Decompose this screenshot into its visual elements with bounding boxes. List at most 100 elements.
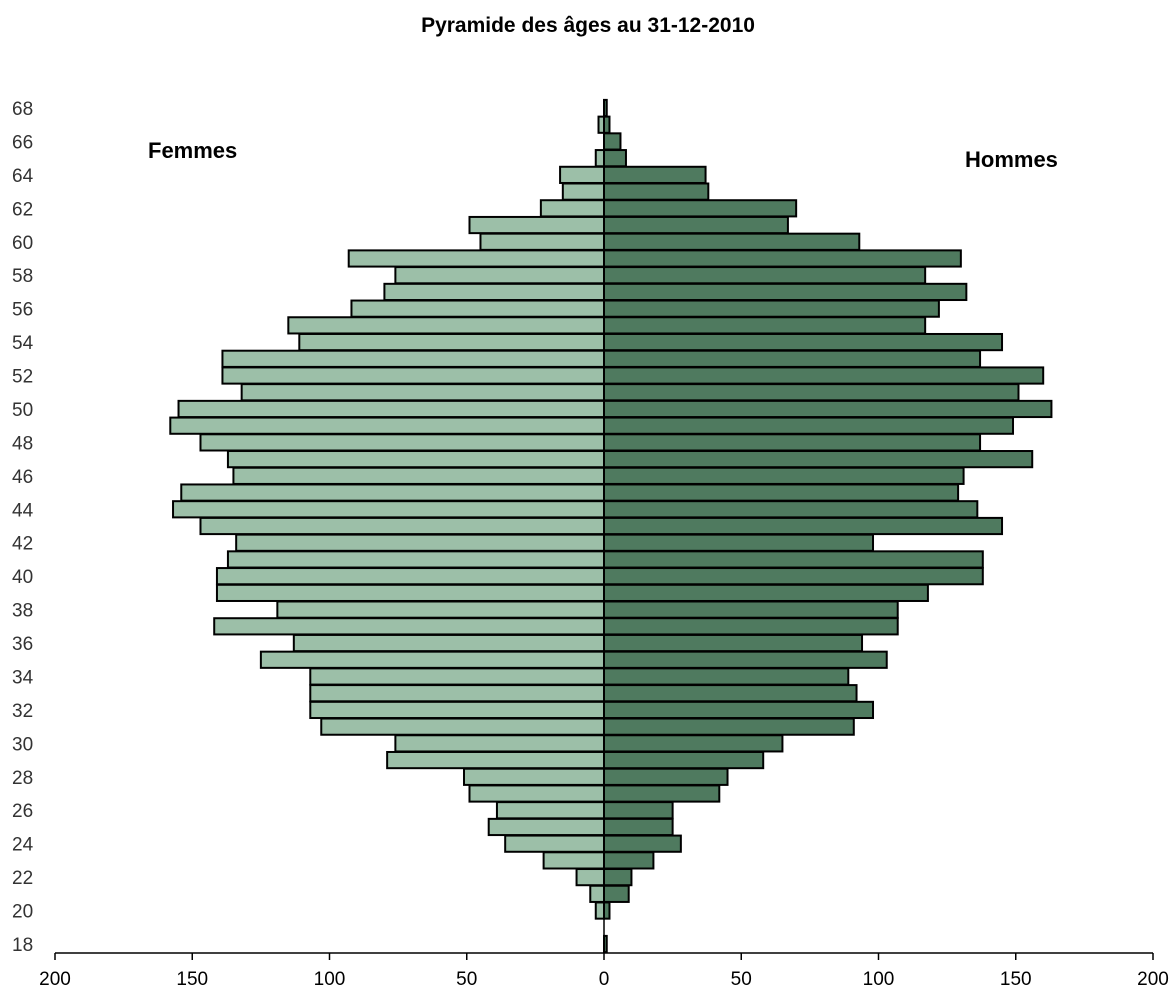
bar-hommes-age-38	[603, 600, 899, 619]
y-tick-label: 20	[12, 902, 33, 923]
y-tick-label: 32	[12, 701, 33, 722]
bar-hommes-age-41	[603, 550, 984, 569]
bar-hommes-age-64	[603, 165, 707, 184]
bar-hommes-age-34	[603, 667, 850, 686]
axes-layer	[54, 100, 1154, 960]
y-tick-label: 26	[12, 801, 33, 822]
bar-hommes-age-45	[603, 483, 960, 502]
y-tick-label: 40	[12, 567, 33, 588]
bar-femmes-age-39	[215, 583, 606, 602]
bar-hommes-age-31	[603, 717, 855, 736]
bar-femmes-age-43	[199, 516, 606, 536]
y-tick-label: 52	[12, 367, 33, 388]
bar-hommes-age-35	[603, 650, 888, 669]
bar-femmes-age-47	[226, 450, 605, 469]
bar-femmes-age-34	[309, 667, 605, 686]
bar-hommes-age-56	[603, 299, 940, 318]
bar-hommes-age-59	[603, 249, 962, 268]
bar-femmes-age-31	[320, 717, 605, 736]
bar-hommes-age-52	[603, 366, 1045, 385]
bar-femmes-age-20	[594, 901, 606, 920]
y-tick-label: 56	[12, 300, 33, 321]
bar-femmes-age-37	[213, 617, 606, 636]
bar-femmes-age-55	[287, 316, 605, 335]
bar-femmes-age-56	[350, 299, 605, 318]
bar-hommes-age-66	[603, 132, 622, 151]
bar-hommes-age-39	[603, 583, 929, 602]
bar-femmes-age-30	[394, 734, 605, 753]
bar-hommes-age-60	[603, 232, 861, 251]
bar-femmes-age-33	[309, 684, 605, 703]
bar-femmes-age-29	[386, 750, 605, 770]
bar-femmes-age-50	[177, 399, 605, 419]
bar-femmes-age-36	[292, 633, 605, 653]
bar-hommes-age-54	[603, 332, 1004, 352]
y-tick-label: 18	[12, 935, 33, 956]
label-femmes: Femmes	[148, 138, 237, 163]
bar-femmes-age-62	[539, 199, 605, 218]
bar-hommes-age-22	[603, 868, 633, 887]
y-tick-label: 54	[12, 333, 34, 354]
y-tick-label: 60	[12, 233, 33, 254]
y-tick-label: 46	[12, 467, 33, 488]
y-tick-label: 36	[12, 634, 33, 655]
chart-title: Pyramide des âges au 31-12-2010	[421, 14, 755, 37]
bar-hommes-age-51	[603, 383, 1020, 402]
bar-femmes-age-24	[504, 834, 605, 853]
bar-hommes-age-44	[603, 500, 979, 519]
labels-layer: 200 150 100 50 0 50 100 150 200 18 20 22 24 26 28 30 32 3…	[12, 99, 1169, 990]
y-tick-label: 30	[12, 734, 33, 755]
bar-femmes-age-60	[479, 232, 606, 251]
bar-femmes-age-25	[487, 817, 605, 837]
bar-femmes-age-52	[221, 366, 605, 385]
bar-femmes-age-38	[276, 600, 605, 619]
bar-hommes-age-63	[603, 182, 710, 201]
y-tick-label: 44	[12, 500, 34, 521]
bar-femmes-age-63	[561, 182, 606, 201]
x-tick-label: 200	[1137, 969, 1169, 990]
bar-femmes-age-40	[215, 567, 606, 586]
bar-femmes-age-22	[575, 868, 605, 887]
bar-hommes-age-61	[603, 215, 789, 235]
y-tick-label: 38	[12, 601, 33, 622]
bar-femmes-age-27	[468, 784, 605, 803]
bar-femmes-age-28	[463, 767, 605, 786]
x-tick-label: 200	[39, 969, 71, 990]
bar-hommes-age-25	[603, 817, 674, 837]
bar-femmes-age-59	[347, 249, 605, 268]
y-tick-label: 62	[12, 199, 33, 220]
y-tick-label: 42	[12, 534, 33, 555]
bar-hommes-age-20	[603, 901, 611, 920]
bar-hommes-age-48	[603, 433, 982, 452]
x-tick-label: 0	[599, 969, 610, 990]
y-tick-label: 28	[12, 768, 33, 789]
bar-femmes-age-54	[298, 332, 605, 352]
bar-hommes-age-27	[603, 784, 721, 803]
y-tick-label: 22	[12, 868, 33, 889]
bar-femmes-age-42	[235, 533, 605, 552]
label-hommes: Hommes	[965, 147, 1058, 172]
bar-femmes-age-26	[495, 801, 606, 820]
bar-hommes-age-55	[603, 316, 927, 335]
bar-hommes-age-53	[603, 349, 982, 368]
bar-hommes-age-57	[603, 282, 968, 302]
x-tick-label: 150	[1000, 969, 1032, 990]
bar-hommes-age-30	[603, 734, 784, 753]
bar-hommes-age-47	[603, 450, 1034, 469]
bar-hommes-age-21	[603, 884, 630, 903]
bar-hommes-age-62	[603, 199, 798, 218]
y-tick-label: 50	[12, 400, 33, 421]
bar-femmes-age-65	[594, 149, 606, 168]
bar-hommes-age-29	[603, 750, 765, 770]
y-tick-label: 34	[12, 667, 34, 688]
bar-femmes-age-45	[180, 483, 606, 502]
x-tick-label: 100	[314, 969, 346, 990]
bar-hommes-age-50	[603, 399, 1053, 419]
bar-femmes-age-23	[542, 851, 605, 870]
bar-hommes-age-65	[603, 149, 627, 168]
x-tick-label: 100	[863, 969, 895, 990]
bar-femmes-age-61	[468, 215, 605, 235]
bar-hommes-age-28	[603, 767, 729, 786]
bar-hommes-age-43	[603, 516, 1004, 536]
